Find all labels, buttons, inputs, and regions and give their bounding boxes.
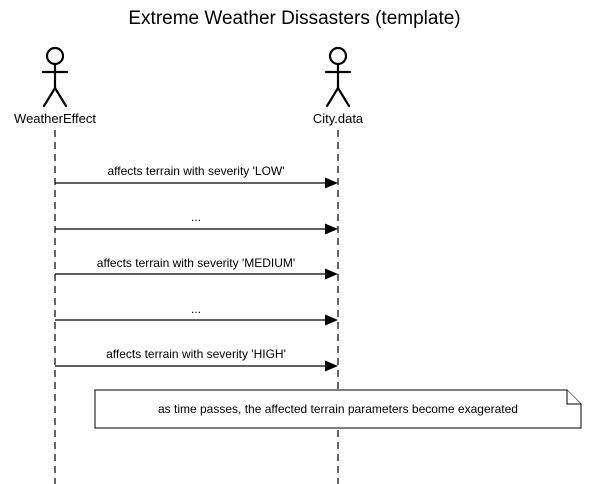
arrowhead-icon: [325, 178, 338, 189]
actor-weathereffect: WeatherEffect: [14, 48, 96, 126]
stick-figure-icon: [43, 48, 67, 106]
message: affects terrain with severity 'LOW': [55, 164, 338, 189]
stick-figure-icon: [326, 48, 350, 106]
message-label: ...: [191, 302, 201, 316]
actor-city-data: City.data: [313, 48, 364, 126]
message: ...: [55, 210, 338, 235]
arrowhead-icon: [325, 361, 338, 372]
arrowhead-icon: [325, 269, 338, 280]
message-label: affects terrain with severity 'LOW': [107, 164, 284, 178]
message-label: ...: [191, 210, 201, 224]
message: affects terrain with severity 'MEDIUM': [55, 256, 338, 280]
message-label: affects terrain with severity 'HIGH': [106, 347, 286, 361]
actor-label: City.data: [313, 111, 364, 126]
message: affects terrain with severity 'HIGH': [55, 347, 338, 372]
diagram-title: Extreme Weather Dissasters (template): [128, 8, 460, 29]
arrowhead-icon: [325, 315, 338, 326]
note: as time passes, the affected terrain par…: [95, 390, 581, 428]
actor-label: WeatherEffect: [14, 111, 96, 126]
message-label: affects terrain with severity 'MEDIUM': [97, 256, 295, 270]
message: ...: [55, 302, 338, 326]
note-text: as time passes, the affected terrain par…: [158, 402, 518, 416]
arrowhead-icon: [325, 224, 338, 235]
